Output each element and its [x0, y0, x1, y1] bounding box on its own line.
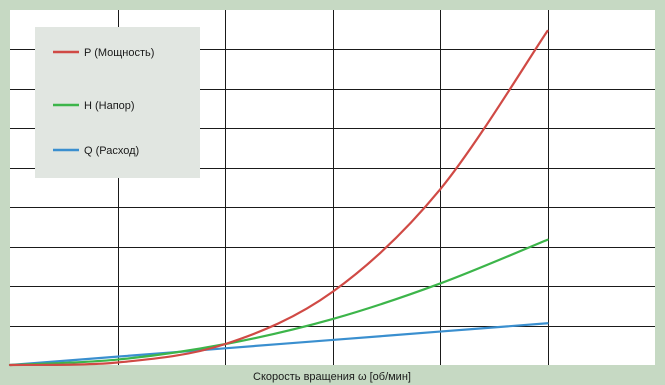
series-line-h [8, 238, 549, 367]
legend-label-p: P (Мощность) [84, 47, 154, 59]
legend-label-q: Q (Расход) [84, 145, 139, 157]
series-lines [8, 29, 549, 367]
x-axis-label: Скорость вращения ω [об/мин] [253, 371, 411, 383]
series-line-q [8, 322, 549, 367]
series-line-p [8, 29, 549, 367]
legend-label-h: H (Напор) [84, 100, 135, 112]
legend: P (Мощность) H (Напор) Q (Расход) [35, 27, 200, 178]
